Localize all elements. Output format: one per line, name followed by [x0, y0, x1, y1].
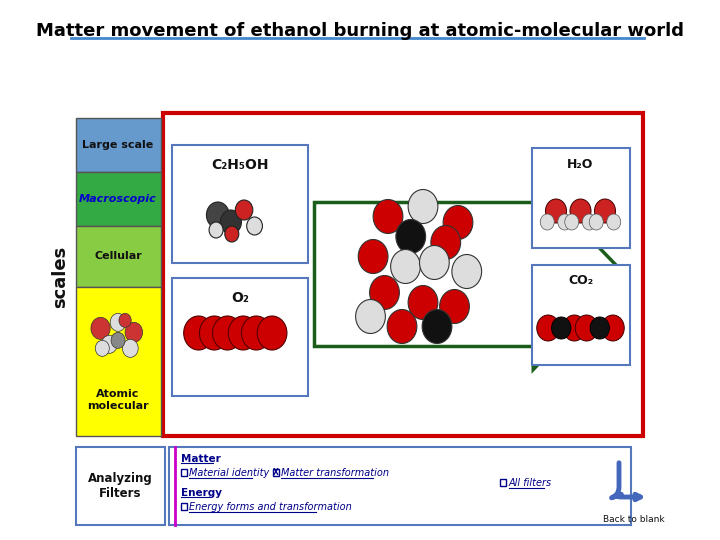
Circle shape: [369, 275, 400, 309]
Circle shape: [122, 339, 138, 357]
Circle shape: [582, 214, 596, 230]
Circle shape: [387, 309, 417, 343]
Circle shape: [228, 316, 258, 350]
Circle shape: [199, 316, 229, 350]
Text: X: X: [273, 468, 279, 477]
Circle shape: [564, 214, 579, 230]
Circle shape: [408, 286, 438, 320]
Circle shape: [95, 340, 109, 356]
Circle shape: [601, 315, 624, 341]
Polygon shape: [315, 179, 625, 369]
Text: Energy: Energy: [181, 488, 222, 498]
Bar: [181, 503, 186, 510]
Text: O₂: O₂: [230, 291, 248, 305]
Circle shape: [225, 226, 239, 242]
Circle shape: [440, 289, 469, 323]
Circle shape: [408, 190, 438, 224]
Circle shape: [590, 317, 609, 339]
Circle shape: [102, 335, 117, 353]
Circle shape: [536, 315, 559, 341]
Circle shape: [111, 332, 125, 348]
Text: C₂H₅OH: C₂H₅OH: [211, 158, 269, 172]
Bar: [500, 479, 506, 486]
Circle shape: [570, 199, 591, 223]
Circle shape: [422, 309, 452, 343]
Circle shape: [373, 199, 403, 233]
Text: Analyzing
Filters: Analyzing Filters: [88, 472, 153, 500]
Bar: [531, 265, 629, 365]
Circle shape: [356, 300, 385, 334]
Circle shape: [396, 219, 426, 253]
Bar: [76, 118, 161, 172]
Circle shape: [443, 206, 473, 240]
Circle shape: [110, 313, 126, 332]
Text: Matter movement of ethanol burning at atomic-molecular world: Matter movement of ethanol burning at at…: [36, 22, 684, 40]
Text: Energy forms and transformation: Energy forms and transformation: [189, 502, 352, 511]
Text: Matter transformation: Matter transformation: [282, 468, 390, 477]
Circle shape: [546, 199, 567, 223]
Circle shape: [184, 316, 213, 350]
Circle shape: [431, 226, 461, 260]
Bar: [169, 447, 631, 525]
Text: Cellular: Cellular: [94, 251, 142, 261]
Circle shape: [575, 315, 598, 341]
Circle shape: [540, 214, 554, 230]
Bar: [272, 469, 279, 476]
Bar: [181, 469, 186, 476]
Bar: [76, 287, 161, 436]
Bar: [163, 113, 643, 436]
Circle shape: [257, 316, 287, 350]
Text: Matter: Matter: [181, 454, 220, 464]
Circle shape: [235, 200, 253, 220]
Text: All filters: All filters: [509, 477, 552, 488]
Bar: [172, 278, 307, 396]
Circle shape: [119, 313, 131, 327]
Circle shape: [220, 210, 241, 234]
Circle shape: [359, 240, 388, 273]
Circle shape: [558, 214, 572, 230]
Circle shape: [452, 254, 482, 288]
Text: Large scale: Large scale: [82, 140, 153, 150]
Circle shape: [209, 222, 223, 238]
Bar: [76, 226, 161, 287]
Circle shape: [212, 316, 243, 350]
Circle shape: [563, 315, 586, 341]
Text: CO₂: CO₂: [568, 274, 593, 287]
Text: Atomic
molecular: Atomic molecular: [87, 389, 149, 411]
Bar: [76, 447, 165, 525]
Circle shape: [607, 214, 621, 230]
Text: Material identity: Material identity: [189, 468, 269, 477]
Bar: [76, 172, 161, 226]
Circle shape: [595, 199, 616, 223]
Text: scales: scales: [51, 246, 69, 308]
Circle shape: [91, 318, 110, 339]
Circle shape: [552, 317, 571, 339]
Circle shape: [589, 214, 603, 230]
Text: Back to blank: Back to blank: [603, 515, 665, 524]
Bar: [172, 145, 307, 263]
Circle shape: [391, 249, 420, 284]
Circle shape: [207, 202, 229, 228]
Text: Macroscopic: Macroscopic: [79, 194, 157, 204]
Circle shape: [125, 322, 143, 342]
Circle shape: [247, 217, 262, 235]
Bar: [531, 148, 629, 248]
Text: H₂O: H₂O: [567, 158, 594, 171]
Circle shape: [420, 246, 449, 280]
Circle shape: [241, 316, 271, 350]
